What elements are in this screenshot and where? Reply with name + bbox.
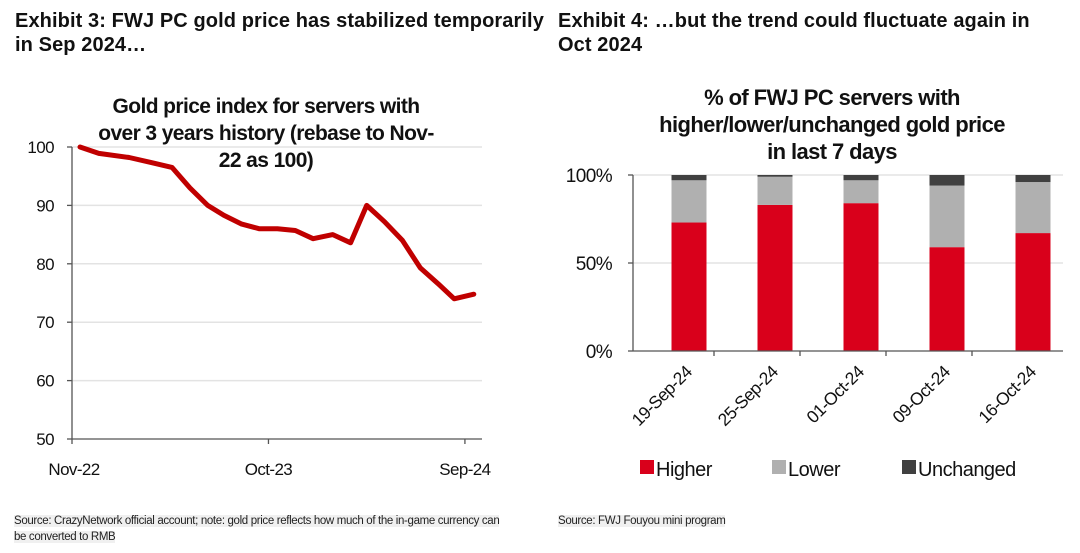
gold-price-line-chart: 50 60 70 80 90 100 Nov-22 Oct-23 Sep-24 Gold pric… bbox=[27, 94, 491, 480]
bar-higher bbox=[929, 247, 965, 351]
bar-unchanged bbox=[1015, 175, 1051, 183]
exhibit-4-source-text: Source: FWJ Fouyou mini program bbox=[558, 515, 726, 527]
server-share-bar-chart: 0% 50% 100% 19-Sep-24 25-Sep-24 01-Oct-24 09-O… bbox=[566, 84, 1063, 481]
chart-title-line: 22 as 100) bbox=[219, 149, 313, 172]
exhibit-4-title: Exhibit 4: …but the trend could fluctuat… bbox=[558, 10, 1030, 56]
bar-lower bbox=[843, 180, 879, 204]
y-tick-label: 50% bbox=[576, 254, 613, 275]
y-tick-label: 60 bbox=[36, 372, 54, 391]
y-tick-label: 100% bbox=[566, 166, 613, 187]
bar-higher bbox=[843, 203, 879, 351]
legend-label-higher: Higher bbox=[656, 459, 713, 481]
bar-lower bbox=[929, 185, 965, 248]
bar-lower bbox=[1015, 182, 1051, 234]
x-tick-label: 16-Oct-24 bbox=[974, 361, 1040, 427]
x-tick-label: 01-Oct-24 bbox=[802, 361, 868, 427]
bar-higher bbox=[757, 204, 793, 351]
y-tick-label: 70 bbox=[36, 313, 54, 332]
exhibit-3-title: Exhibit 3: FWJ PC gold price has stabili… bbox=[15, 10, 544, 56]
bar-lower bbox=[757, 176, 793, 205]
x-tick-label: Oct-23 bbox=[245, 460, 293, 479]
gold-price-series-line bbox=[77, 144, 477, 302]
x-tick-label: 19-Sep-24 bbox=[628, 361, 697, 430]
legend-swatch-lower bbox=[772, 460, 786, 474]
y-tick-label: 0% bbox=[586, 342, 613, 363]
bar-unchanged bbox=[929, 175, 965, 186]
y-tick-label: 50 bbox=[36, 430, 54, 449]
y-tick-label: 90 bbox=[36, 196, 54, 215]
bar-higher bbox=[1015, 233, 1051, 351]
y-tick-label: 80 bbox=[36, 255, 54, 274]
exhibit-3-source: Source: CrazyNetwork official account; n… bbox=[14, 513, 514, 545]
x-tick-label: 25-Sep-24 bbox=[714, 361, 783, 430]
chart-title-line: Gold price index for servers with bbox=[113, 95, 420, 118]
exhibit-3-source-text: Source: CrazyNetwork official account; n… bbox=[14, 515, 500, 543]
bar-lower bbox=[671, 180, 707, 223]
bar-higher bbox=[671, 222, 707, 351]
y-tick-label: 100 bbox=[27, 138, 54, 157]
legend-swatch-unchanged bbox=[902, 460, 916, 474]
exhibit-4-source: Source: FWJ Fouyou mini program bbox=[558, 513, 858, 529]
bar-unchanged bbox=[671, 175, 707, 181]
legend-swatch-higher bbox=[640, 460, 654, 474]
bar-unchanged bbox=[757, 175, 793, 177]
chart-title-line: % of FWJ PC servers with bbox=[704, 85, 960, 110]
x-tick-label: Sep-24 bbox=[439, 460, 490, 479]
x-tick-label: 09-Oct-24 bbox=[888, 361, 954, 427]
bar-unchanged bbox=[843, 175, 879, 181]
legend-label-lower: Lower bbox=[788, 459, 841, 481]
chart-title-line: in last 7 days bbox=[767, 139, 897, 164]
legend-label-unchanged: Unchanged bbox=[918, 459, 1016, 481]
chart-title-line: higher/lower/unchanged gold price bbox=[659, 112, 1005, 137]
x-tick-label: Nov-22 bbox=[48, 460, 99, 479]
chart-title-line: over 3 years history (rebase to Nov- bbox=[98, 122, 434, 145]
